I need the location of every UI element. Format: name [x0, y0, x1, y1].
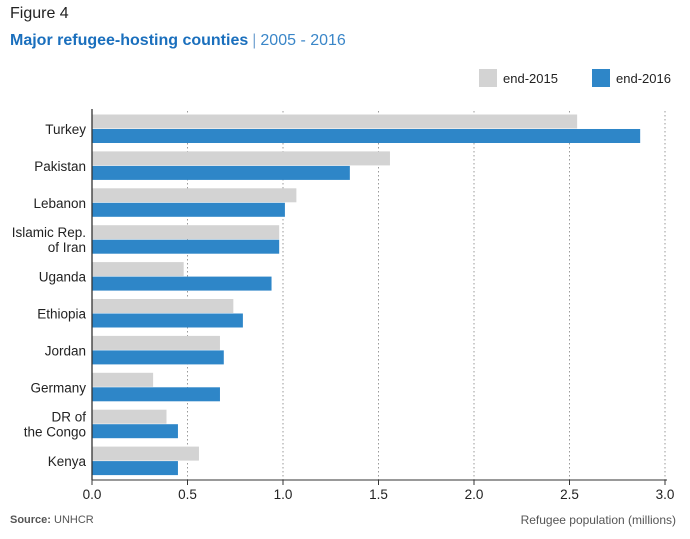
category-label-8-1: the Congo: [24, 425, 86, 440]
category-label-9: Kenya: [48, 454, 87, 469]
chart-subtitle: 2005 - 2016: [260, 32, 346, 49]
legend-label-end-2016: end-2016: [616, 71, 671, 86]
bar-end-2016-3: [92, 239, 280, 254]
x-tick-label-4: 2.0: [465, 487, 484, 502]
bar-end-2015-6: [92, 335, 220, 350]
x-tick-label-1: 0.5: [178, 487, 197, 502]
bar-end-2015-5: [92, 299, 234, 313]
x-tick-label-3: 1.5: [369, 487, 388, 502]
legend-swatch-end-2015: [479, 69, 497, 87]
category-label-6: Jordan: [45, 343, 86, 358]
bar-end-2016-8: [92, 424, 178, 439]
category-label-1: Pakistan: [34, 159, 86, 174]
category-label-3-0: Islamic Rep.: [12, 225, 86, 240]
bar-end-2016-7: [92, 387, 220, 402]
category-label-7: Germany: [30, 380, 86, 395]
bar-end-2016-6: [92, 350, 224, 365]
figure-label: Figure 4: [10, 5, 69, 22]
bar-end-2016-2: [92, 202, 285, 217]
bar-end-2015-0: [92, 114, 578, 129]
source-label: Source:: [10, 514, 51, 526]
bar-end-2015-3: [92, 225, 280, 240]
category-label-5: Ethiopia: [37, 307, 86, 322]
x-tick-label-5: 2.5: [560, 487, 579, 502]
bar-end-2015-1: [92, 151, 390, 166]
category-label-3-1: of Iran: [48, 240, 86, 255]
legend-label-end-2015: end-2015: [503, 71, 558, 86]
bar-end-2016-9: [92, 461, 178, 476]
bar-end-2015-7: [92, 372, 154, 387]
bar-end-2015-9: [92, 446, 199, 461]
source-value: UNHCR: [54, 514, 94, 526]
category-label-8-0: DR of: [51, 410, 86, 425]
x-axis-label: Refugee population (millions): [520, 513, 676, 527]
title-separator: |: [252, 32, 257, 49]
x-tick-label-2: 1.0: [274, 487, 293, 502]
category-label-0: Turkey: [45, 122, 86, 137]
chart-title: Major refugee-hosting counties: [10, 32, 249, 49]
x-tick-label-6: 3.0: [656, 487, 675, 502]
bar-end-2016-5: [92, 313, 243, 328]
bar-end-2015-2: [92, 188, 297, 203]
bar-end-2016-1: [92, 165, 350, 180]
bar-end-2016-0: [92, 129, 641, 143]
bar-end-2015-4: [92, 262, 184, 277]
category-label-4: Uganda: [39, 270, 87, 285]
bar-end-2016-4: [92, 276, 272, 291]
category-label-2: Lebanon: [33, 196, 86, 211]
legend-swatch-end-2016: [592, 69, 610, 87]
chart-title-line: Major refugee-hosting counties | 2005 - 20…: [10, 32, 346, 50]
bar-end-2015-8: [92, 409, 167, 424]
source-note: Source: UNHCR: [10, 514, 94, 526]
x-tick-label-0: 0.0: [83, 487, 102, 502]
